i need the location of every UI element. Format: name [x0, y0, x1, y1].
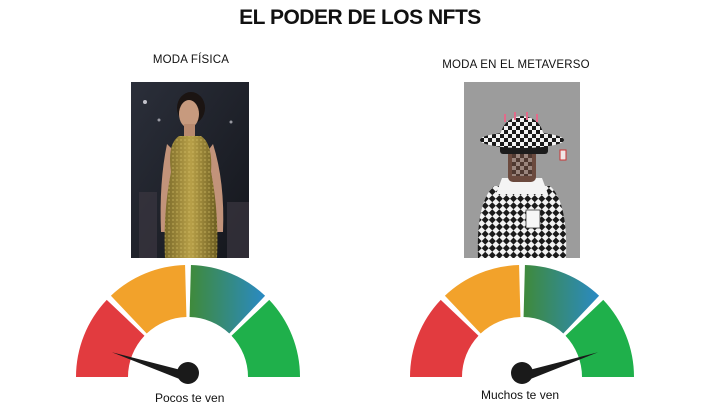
visibility-gauge-high [410, 265, 634, 384]
physical-fashion-label: MODA FÍSICA [152, 54, 230, 66]
runway-model-photo [131, 82, 249, 258]
metaverse-fashion-panel: MODA EN EL METAVERSO [360, 0, 720, 405]
gauge-segment-green [231, 299, 300, 377]
gauge-segment-orange [110, 265, 187, 334]
page-title: EL PODER DE LOS NFTS [239, 6, 481, 29]
many-see-you-caption: Muchos te ven [481, 388, 560, 402]
physical-fashion-panel: MODA FÍSICA [76, 54, 300, 405]
gauge-needle [520, 352, 599, 382]
metaverse-fashion-label: MODA EN EL METAVERSO [442, 59, 590, 71]
gauge-segment-orange [444, 265, 521, 334]
visibility-gauge-low [76, 265, 300, 384]
metaverse-avatar-photo [464, 82, 580, 258]
gauge-needle [111, 352, 190, 382]
gauge-segment-red [410, 299, 479, 377]
gauge-hub [511, 362, 533, 384]
gauge-segment-blue [523, 265, 600, 334]
gauge-hub [177, 362, 199, 384]
gauge-segment-blue [189, 265, 266, 334]
few-see-you-caption: Pocos te ven [155, 391, 225, 405]
